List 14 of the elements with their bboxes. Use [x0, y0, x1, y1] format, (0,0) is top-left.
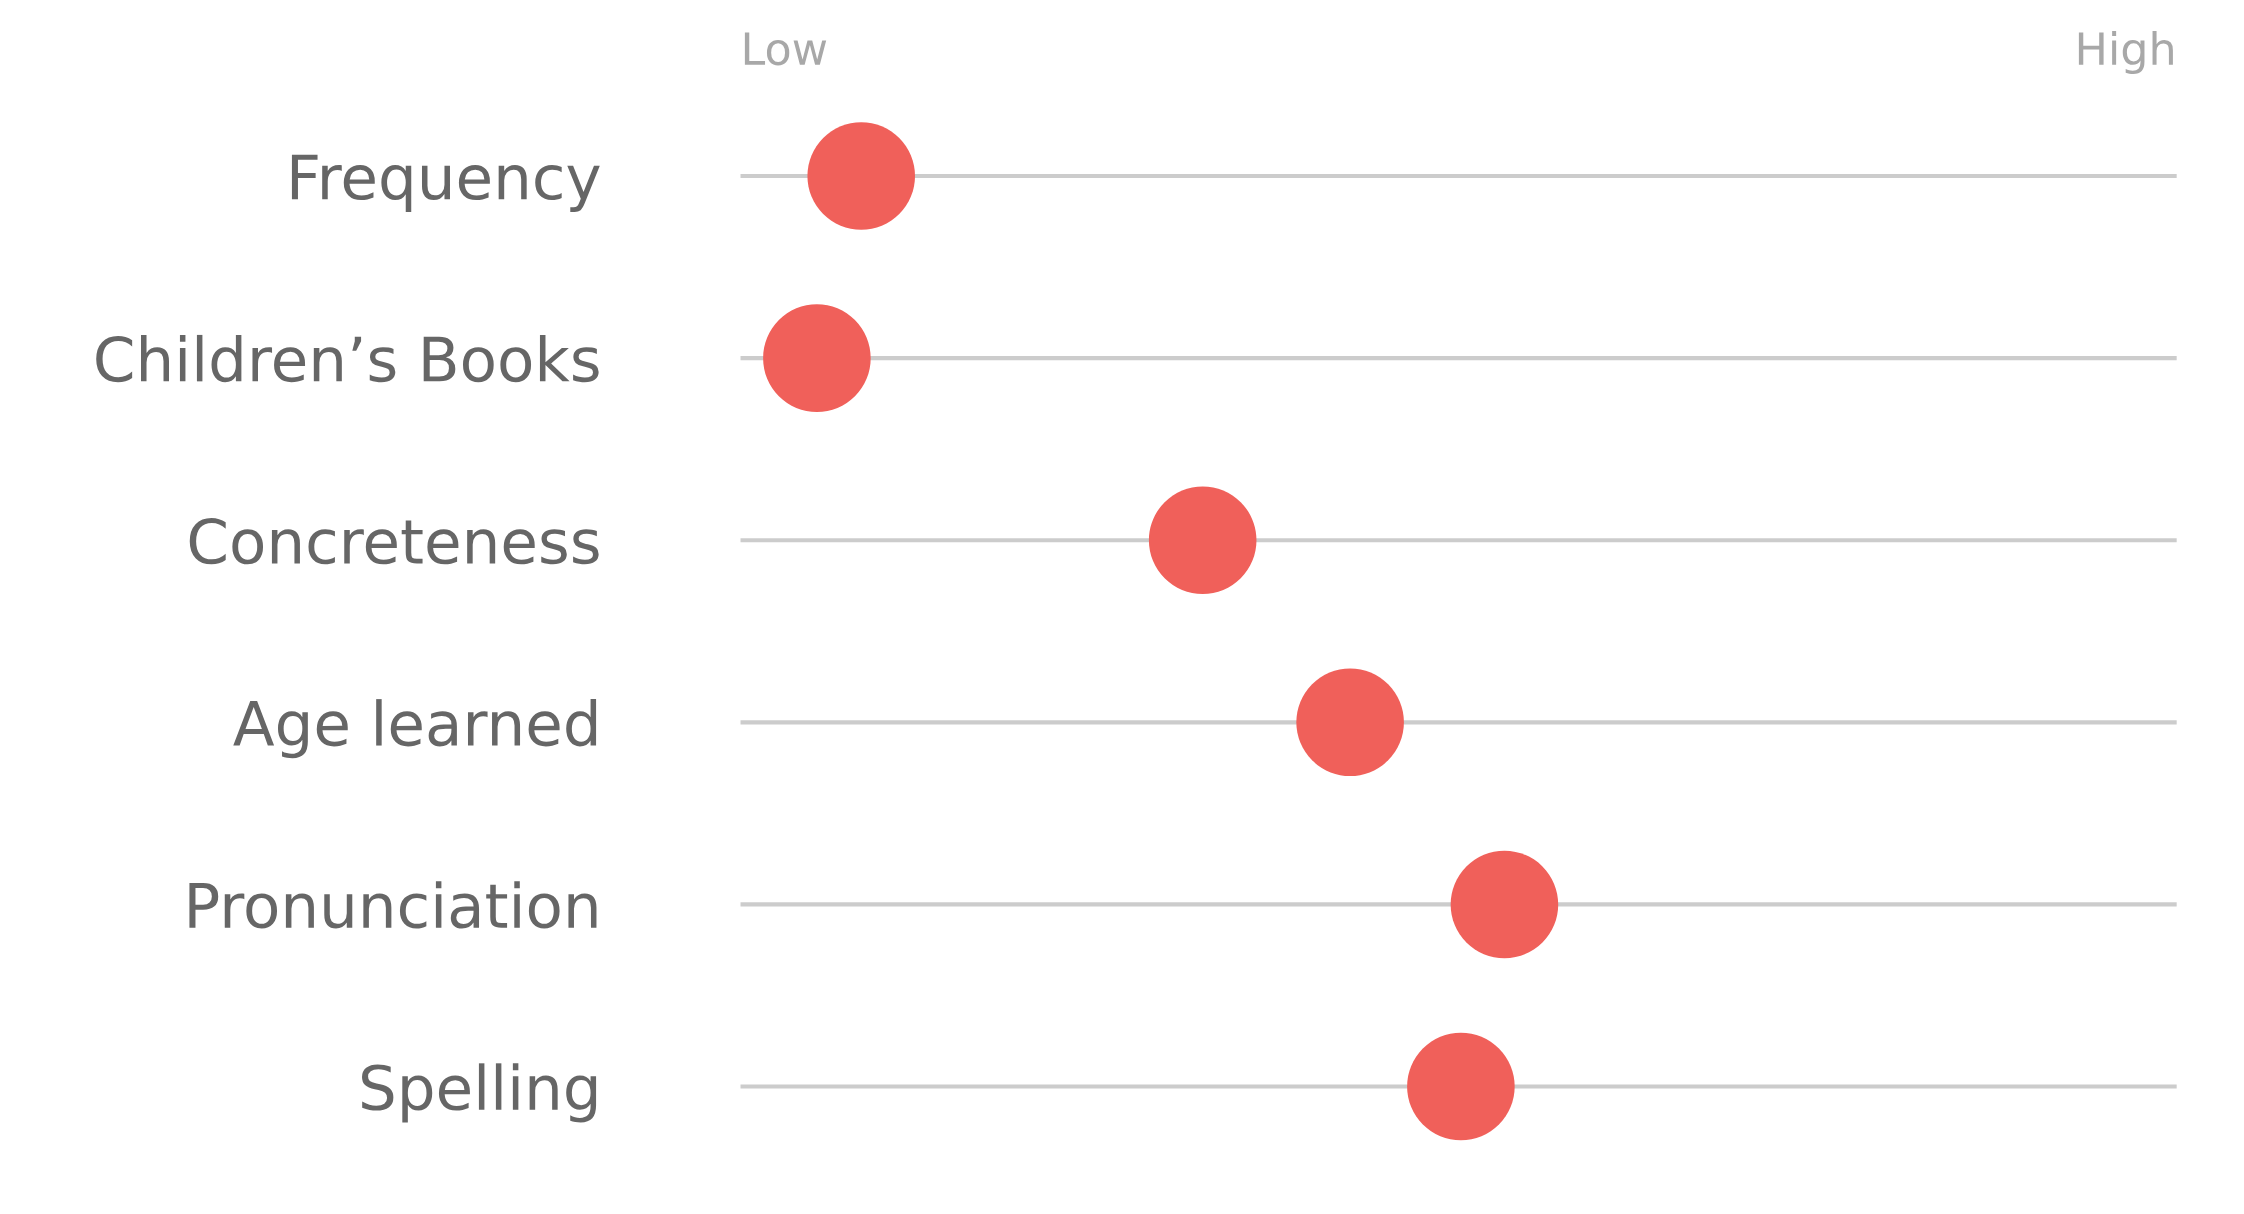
y-tick-label: Concreteness	[189, 518, 599, 565]
point	[807, 122, 916, 230]
point	[1407, 1032, 1515, 1141]
point	[1450, 850, 1559, 959]
text: Low	[744, 32, 827, 66]
y-tick-label: Pronunciation	[189, 881, 597, 929]
y-tick-label: Children’s Books	[96, 334, 599, 383]
point	[1296, 668, 1404, 777]
y-tick-label: Frequency	[291, 154, 600, 212]
point	[763, 304, 871, 412]
y-tick-label: Age learned	[233, 699, 597, 759]
y-tick-label: Spelling	[362, 1063, 597, 1123]
point	[1148, 486, 1257, 595]
text: High	[2078, 31, 2173, 75]
